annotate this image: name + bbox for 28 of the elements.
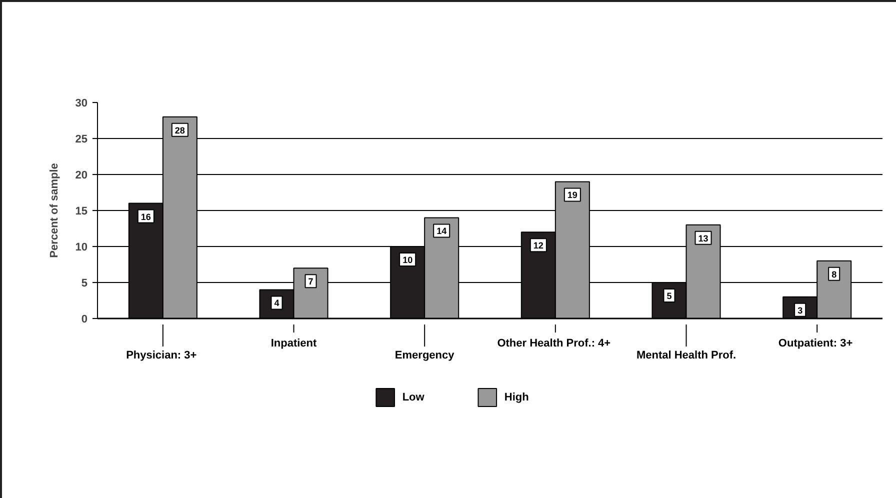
x-tick-label: Inpatient bbox=[270, 338, 318, 350]
data-label: 16 bbox=[140, 212, 151, 222]
y-axis-title: Percent of sample bbox=[48, 163, 60, 258]
data-label: 4 bbox=[274, 298, 280, 308]
x-tick-label: Outpatient: 3+ bbox=[778, 338, 853, 350]
x-tick-label: Emergency bbox=[394, 350, 456, 362]
data-label: 28 bbox=[174, 125, 185, 136]
x-tick-label: Mental Health Prof. bbox=[636, 350, 736, 362]
data-label: 5 bbox=[666, 291, 672, 301]
y-tick-label: 15 bbox=[75, 206, 88, 218]
x-tick-label: Physician: 3+ bbox=[126, 350, 197, 362]
y-tick-label: 25 bbox=[75, 134, 88, 146]
legend-label: High bbox=[504, 392, 530, 404]
y-tick-label: 20 bbox=[75, 170, 88, 182]
data-label: 19 bbox=[567, 190, 578, 200]
x-tick-label: Other Health Prof.: 4+ bbox=[497, 338, 611, 350]
data-label: 3 bbox=[798, 305, 803, 316]
y-tick-label: 10 bbox=[75, 242, 88, 254]
y-tick-label: 30 bbox=[75, 98, 88, 110]
y-tick-label: 5 bbox=[81, 278, 88, 290]
data-label: 13 bbox=[698, 233, 708, 244]
legend-label: Low bbox=[402, 392, 425, 404]
data-label: 12 bbox=[533, 240, 544, 251]
data-label: 7 bbox=[308, 276, 314, 287]
data-label: 14 bbox=[436, 226, 447, 236]
data-label: 8 bbox=[832, 269, 837, 280]
y-tick-label: 0 bbox=[81, 314, 88, 326]
data-label: 10 bbox=[402, 255, 413, 265]
